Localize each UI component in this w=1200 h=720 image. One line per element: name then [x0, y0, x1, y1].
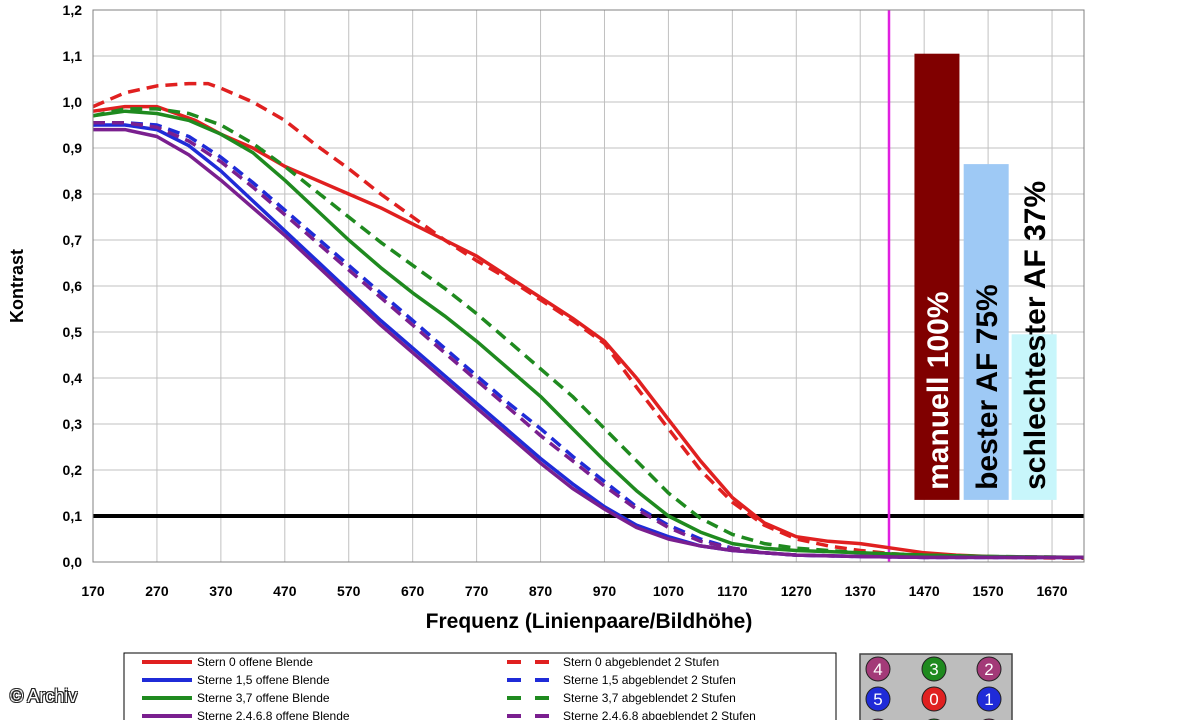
legend-label: Stern 0 offene Blende: [197, 655, 313, 669]
x-tick-label: 370: [209, 583, 233, 599]
legend-label: Sterne 1,5 abgeblendet 2 Stufen: [563, 673, 736, 687]
star-dot: [976, 656, 1002, 682]
x-tick-label: 1470: [909, 583, 940, 599]
star-dot: [921, 656, 947, 682]
star-dot-label: 2: [984, 660, 993, 679]
contrast-series: [92, 81, 1085, 561]
y-tick-label: 0,7: [63, 232, 83, 248]
y-axis-title: Kontrast: [7, 249, 27, 323]
legend: Stern 0 offene Blende Sterne 1,5 offene B…: [123, 652, 837, 720]
series-line: [93, 120, 1084, 560]
x-tick-label: 1370: [845, 583, 876, 599]
star-dot: [865, 686, 891, 712]
af-bar: [914, 53, 960, 500]
y-tick-label: 0,9: [63, 140, 83, 156]
legend-label: Sterne 2,4,6,8 abgeblendet 2 Stufen: [563, 709, 756, 720]
y-tick-label: 0,4: [63, 370, 83, 386]
af-bar-label: bester AF 75%: [971, 284, 1004, 490]
legend-box: [123, 652, 837, 720]
y-tick-label: 0,2: [63, 462, 83, 478]
y-tick-label: 0,1: [63, 508, 83, 524]
x-tick-labels: 170 270 370 470 570 670 770 870 970 1070 1170 1270 1…: [81, 583, 1067, 599]
star-dot-label: 3: [929, 660, 938, 679]
y-tick-label: 0,0: [63, 554, 83, 570]
y-tick-label: 0,3: [63, 416, 83, 432]
x-axis-title: Frequenz (Linienpaare/Bildhöhe): [426, 610, 753, 633]
y-tick-label: 0,6: [63, 278, 83, 294]
y-tick-label: 1,2: [63, 2, 83, 18]
x-tick-label: 1670: [1036, 583, 1067, 599]
af-bar-label: manuell 100%: [922, 291, 955, 489]
legend-label: Sterne 1,5 offene Blende: [197, 673, 330, 687]
legend-label: Sterne 3,7 abgeblendet 2 Stufen: [563, 691, 736, 705]
star-dot-label: 4: [873, 660, 882, 679]
x-tick-label: 470: [273, 583, 297, 599]
star-dot: [976, 686, 1002, 712]
x-tick-label: 770: [465, 583, 489, 599]
series-line: [92, 81, 1085, 561]
x-tick-label: 1570: [973, 583, 1004, 599]
star-dot-label: 5: [873, 690, 882, 709]
x-tick-label: 670: [401, 583, 425, 599]
af-bar-label: schlechtester AF 37%: [1019, 181, 1052, 490]
plot-frame: [92, 9, 1085, 563]
legend-label: Sterne 3,7 offene Blende: [197, 691, 330, 705]
reference-lines: [93, 10, 1084, 562]
x-tick-label: 1270: [781, 583, 812, 599]
legend-label: Sterne 2,4,6,8 offene Blende: [197, 709, 350, 720]
y-tick-label: 1,1: [63, 48, 83, 64]
watermark: © Archiv: [10, 686, 78, 706]
star-dot: [921, 686, 947, 712]
series-line: [92, 109, 1085, 560]
star-dot-label: 1: [984, 690, 993, 709]
x-tick-label: 970: [593, 583, 617, 599]
af-bars: manuell 100% bester AF 75% schlechtester A…: [914, 53, 1057, 500]
y-tick-label: 0,5: [63, 324, 83, 340]
star-position-key: 4 3 2 5 0 1: [859, 653, 1013, 720]
x-tick-label: 870: [529, 583, 553, 599]
series-line: [92, 104, 1084, 560]
af-bar: [963, 164, 1009, 500]
series-line: [92, 107, 1085, 560]
y-tick-labels: 0,0 0,1 0,2 0,3 0,4 0,5 0,6 0,7 0,8 0,9 1,0 1,1 1,2: [63, 2, 83, 570]
x-tick-label: 270: [145, 583, 169, 599]
x-tick-label: 570: [337, 583, 361, 599]
y-tick-label: 0,8: [63, 186, 83, 202]
x-tick-label: 170: [81, 583, 105, 599]
y-tick-label: 1,0: [63, 94, 83, 110]
af-bar: [1011, 334, 1057, 500]
star-dot: [865, 656, 891, 682]
x-tick-label: 1170: [717, 583, 748, 599]
star-dot-label: 0: [929, 690, 938, 709]
x-tick-label: 1070: [653, 583, 684, 599]
legend-label: Stern 0 abgeblendet 2 Stufen: [563, 655, 719, 669]
